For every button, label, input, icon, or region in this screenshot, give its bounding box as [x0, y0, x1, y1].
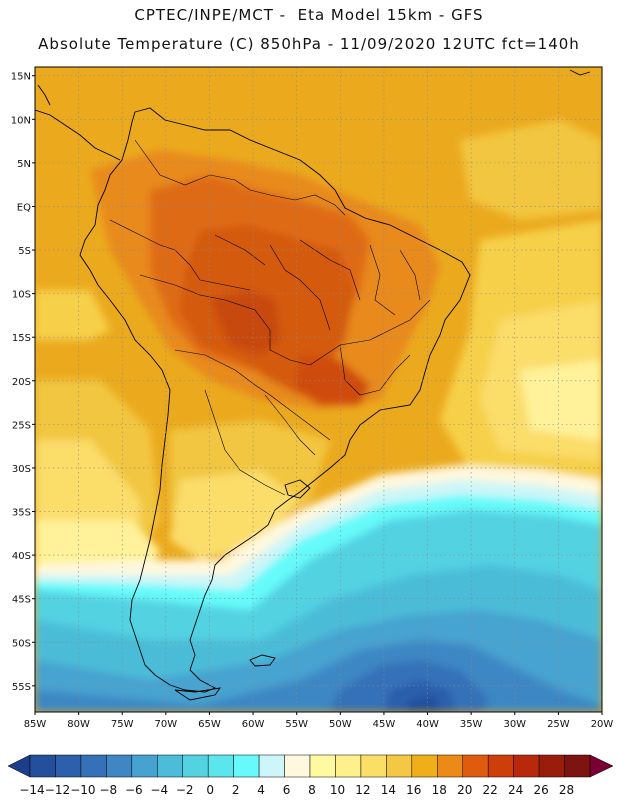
lat-label: 15S [12, 333, 31, 344]
colorbar-label: 16 [406, 783, 421, 797]
lon-label: 30W [503, 719, 526, 730]
colorbar-swatch [284, 754, 311, 778]
map-title-line1: CPTEC/INPE/MCT - Eta Model 15km - GFS [134, 6, 484, 24]
colorbar-swatch [513, 754, 540, 778]
lat-label: 30S [12, 464, 31, 475]
lat-label: 40S [12, 551, 31, 562]
lat-label: 25S [12, 420, 31, 431]
lon-label: 65W [198, 719, 221, 730]
colorbar-swatch [437, 754, 463, 778]
colorbar-label: −2 [176, 783, 194, 797]
colorbar-label: −8 [100, 783, 118, 797]
colorbar-swatch [487, 754, 514, 778]
lon-label: 40W [416, 719, 439, 730]
colorbar-swatch [55, 754, 82, 778]
colorbar-swatch [386, 754, 413, 778]
colorbar-swatch [258, 754, 285, 778]
lon-label: 55W [285, 719, 308, 730]
colorbar-label: 4 [257, 783, 265, 797]
lon-label: 85W [24, 719, 47, 730]
colorbar-label: 20 [457, 783, 472, 797]
colorbar-label: −14 [19, 783, 44, 797]
colorbar-swatch [233, 754, 260, 778]
colorbar-label: 24 [508, 783, 523, 797]
lon-label: 70W [155, 719, 178, 730]
colorbar-label: 6 [283, 783, 291, 797]
colorbar-swatch [538, 754, 565, 778]
lat-label: 55S [12, 682, 31, 693]
colorbar-label: 22 [483, 783, 498, 797]
colorbar-labels: −14 −12 −10 −8 −6 −4 −2 0 2 4 6 8 10 12 14 16 18 20 22 24 26… [19, 783, 574, 797]
graticule [35, 67, 602, 712]
colorbar-swatch [106, 754, 133, 778]
lon-label: 80W [67, 719, 90, 730]
map-frame [34, 66, 603, 713]
lat-label: 10N [11, 115, 31, 126]
lat-label: 20S [12, 377, 31, 388]
colorbar-swatch [182, 754, 209, 778]
colorbar-label: 18 [432, 783, 447, 797]
longitude-labels: 85W 80W 75W 70W 65W 60W 55W 50W 45W 40W 35W 30W 25W 2… [24, 712, 614, 730]
colorbar-swatch [360, 754, 387, 778]
colorbar-swatch [131, 754, 158, 778]
colorbar-label: −12 [45, 783, 70, 797]
lat-label: 50S [12, 638, 31, 649]
lat-label: EQ [17, 202, 31, 213]
lon-label: 20W [591, 719, 614, 730]
colorbar-label: 2 [232, 783, 240, 797]
colorbar-swatch [80, 754, 107, 778]
colorbar [7, 754, 614, 778]
colorbar-swatch [335, 754, 362, 778]
colorbar-label: −4 [150, 783, 168, 797]
colorbar-swatch [411, 754, 438, 778]
colorbar-label: 0 [206, 783, 214, 797]
colorbar-label: −6 [125, 783, 143, 797]
coastlines [35, 69, 591, 701]
lat-label: 15N [11, 72, 31, 83]
map-title-line2: Absolute Temperature (C) 850hPa - 11/09/… [38, 35, 580, 53]
colorbar-high-arrow [589, 754, 614, 778]
lon-label: 75W [111, 719, 134, 730]
lat-label: 45S [12, 595, 31, 606]
lat-label: 5N [17, 159, 31, 170]
lon-label: 35W [460, 719, 483, 730]
lat-label: 5S [18, 246, 31, 257]
lon-label: 50W [329, 719, 352, 730]
latitude-labels: 15N 10N 5N EQ 5S 10S 15S 20S 25S 30S 35S 40S 45S 50S 5… [11, 72, 35, 693]
temperature-field [35, 67, 602, 712]
colorbar-swatch [564, 754, 591, 778]
colorbar-label: 12 [355, 783, 370, 797]
colorbar-swatch [309, 754, 336, 778]
lon-label: 25W [547, 719, 570, 730]
colorbar-label: 28 [559, 783, 574, 797]
colorbar-swatch [207, 754, 234, 778]
colorbar-swatch [157, 754, 183, 778]
colorbar-low-arrow [7, 754, 31, 778]
lon-label: 45W [373, 719, 396, 730]
colorbar-label: 14 [381, 783, 396, 797]
colorbar-swatch [462, 754, 489, 778]
colorbar-label: 10 [330, 783, 345, 797]
colorbar-label: −10 [70, 783, 95, 797]
colorbar-label: 26 [533, 783, 548, 797]
lat-label: 35S [12, 508, 31, 519]
lat-label: 10S [12, 290, 31, 301]
colorbar-swatch [29, 754, 56, 778]
colorbar-label: 8 [308, 783, 316, 797]
lon-label: 60W [242, 719, 265, 730]
